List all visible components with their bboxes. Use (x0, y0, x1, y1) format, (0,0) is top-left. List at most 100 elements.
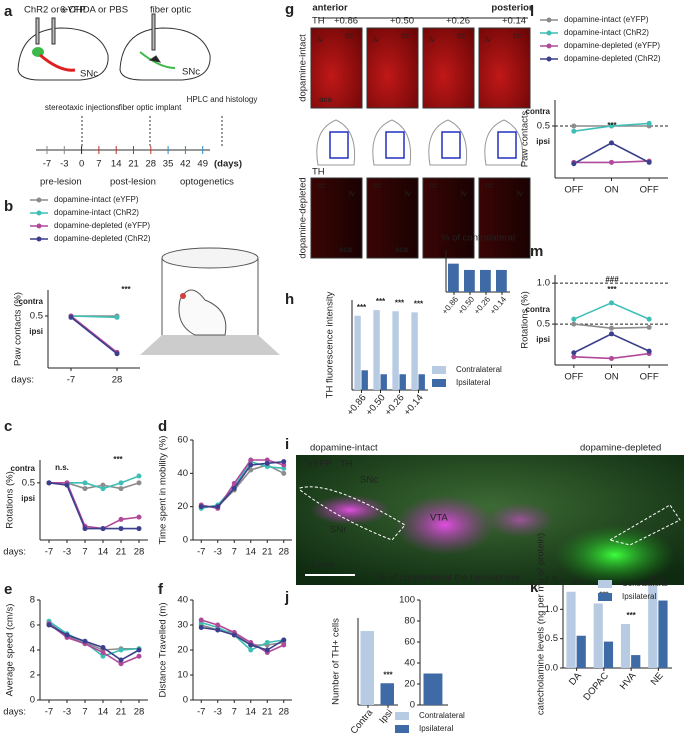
data-point (118, 516, 124, 522)
data-point (118, 647, 124, 653)
x-tick-label: -3 (214, 707, 222, 718)
timeline-label: 7 (96, 159, 101, 170)
series-line (201, 460, 284, 510)
phase-label: optogenetics (180, 177, 234, 188)
legend-label: Ipsilateral (622, 592, 656, 601)
annotation: *** (121, 285, 131, 294)
bar (496, 269, 507, 292)
bar (576, 635, 586, 668)
x-tick-label: 21 (262, 707, 273, 718)
data-point (136, 480, 142, 486)
data-point (646, 316, 652, 322)
series-line (49, 482, 140, 530)
data-point (264, 647, 270, 653)
event-label: HPLC and histology (187, 95, 258, 104)
data-point (571, 354, 577, 360)
timeline-unit: (days) (214, 159, 242, 170)
region-label: lv (405, 189, 411, 198)
channel-label: TH (340, 459, 353, 470)
data-point (46, 622, 52, 628)
y-tick-label: 0 (30, 695, 35, 706)
y-tick-label: 60 (177, 435, 188, 446)
annotation: *** (357, 303, 367, 312)
y-tick-label: 100 (399, 595, 415, 606)
data-point (281, 637, 287, 643)
series-line (201, 621, 284, 651)
y-tick-label: 0.5 (22, 477, 35, 488)
x-tick-label: 14 (98, 707, 109, 718)
data-point (571, 350, 577, 356)
y-axis-label: TH fluorescence intensity (325, 291, 336, 398)
data-point (571, 123, 577, 129)
x-tick-label: OFF (564, 372, 583, 383)
data-point (64, 482, 70, 488)
x-tick-label: 7 (82, 547, 87, 558)
region-label: cc (457, 31, 465, 40)
y-axis-label: Rotations (%) (5, 471, 16, 529)
y-tick-label: 1.0 (545, 604, 558, 615)
x-tick-label: -3 (63, 707, 71, 718)
panel-letter: l (530, 3, 534, 20)
legend-label: Ipsilateral (419, 724, 453, 733)
annotation: *** (607, 121, 617, 130)
x-tick-label: +0.14 (488, 294, 508, 316)
y-tick-label: 40 (404, 658, 415, 669)
sketch-label: 6-OHDA or PBS (60, 5, 128, 16)
data-point (646, 324, 652, 330)
x-tick-label: -7 (45, 707, 53, 718)
panel-letter: c (4, 418, 12, 435)
chart-title: % of contralateral (441, 233, 515, 244)
x-tick-label: 21 (262, 547, 273, 558)
data-point (571, 161, 577, 167)
data-point (100, 653, 106, 659)
data-point (100, 645, 106, 650)
legend-label: dopamine-depleted (eYFP) (54, 221, 150, 230)
data-point (646, 348, 652, 354)
x-tick-label: ON (604, 372, 618, 383)
bar (373, 310, 380, 390)
bar (448, 263, 459, 292)
data-point (264, 460, 270, 466)
legend-label: Contralateral (419, 711, 465, 720)
legend-swatch (395, 725, 409, 733)
event-label: stereotaxic injections (45, 103, 119, 112)
panel-letter: e (4, 581, 12, 598)
x-axis-label: days: (11, 375, 34, 386)
bar (658, 600, 668, 668)
x-tick-label: ON (604, 185, 618, 196)
x-tick-label: +0.26 (383, 392, 407, 417)
bar (360, 631, 374, 705)
chart-title: % of contralateral the hemisphere (378, 573, 520, 584)
annotation: ### (605, 275, 619, 284)
x-tick-label: OFF (640, 185, 659, 196)
x-tick-label: DA (567, 670, 584, 688)
region-label: lv (517, 189, 523, 198)
data-point (136, 526, 142, 532)
legend-label: dopamine-intact (ChR2) (564, 28, 649, 37)
legend-marker (546, 43, 552, 49)
region-label: SNr (330, 525, 346, 536)
region-label: cc (513, 31, 521, 40)
region-label: cc (401, 31, 409, 40)
bar (399, 374, 406, 390)
region-label: lv (349, 189, 355, 198)
panel-letter: g (285, 1, 294, 18)
y-axis-label: Distance Travelled (m) (158, 602, 169, 697)
x-tick-label: -3 (214, 547, 222, 558)
timeline-label: 42 (180, 159, 191, 170)
histology-images (310, 17, 531, 259)
timeline-label: -7 (43, 159, 51, 170)
y-axis-label: Rotations (%) (520, 291, 531, 349)
data-point (100, 526, 106, 532)
data-point (215, 627, 221, 633)
data-point (215, 504, 221, 510)
legend-label: dopamine-depleted (ChR2) (564, 54, 661, 63)
data-point (646, 159, 652, 165)
legend-swatch (598, 593, 612, 601)
data-point (571, 128, 577, 134)
annotation: *** (395, 298, 405, 307)
data-point (609, 300, 614, 306)
data-point (198, 504, 204, 510)
annotation: *** (113, 455, 123, 464)
sketch-label: ChR2 or eYFP (24, 5, 86, 16)
